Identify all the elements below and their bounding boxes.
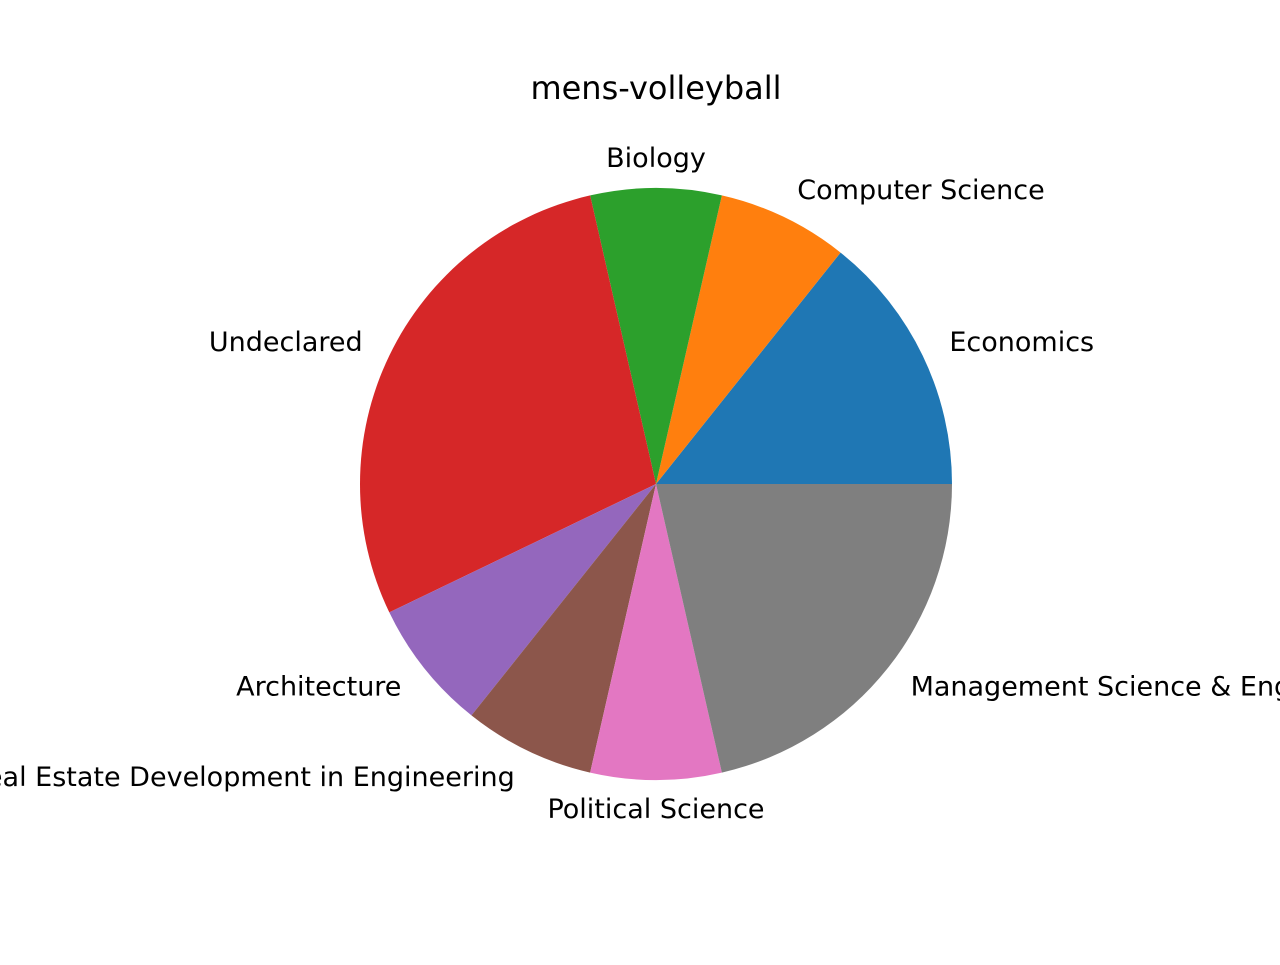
pie-slice-management-science-and-engineering — [656, 484, 952, 773]
pie-label-architecture: Architecture — [236, 672, 401, 703]
pie-slice-real-estate-development-in-engineering — [471, 484, 656, 773]
pie-slice-architecture — [389, 484, 656, 716]
pie-label-management-science-and-engineering: Management Science & Engineering — [911, 672, 1280, 703]
pie-label-political-science: Political Science — [547, 794, 764, 825]
pie-label-undeclared: Undeclared — [209, 327, 363, 358]
pie-slice-computer-science — [656, 195, 841, 485]
pie-slice-political-science — [590, 484, 722, 781]
pie-slices — [359, 188, 952, 781]
pie-labels: Economics Computer Science Biology Undeclar… — [0, 143, 1280, 825]
chart-title: mens-volleyball — [530, 69, 781, 107]
pie-slice-undeclared — [359, 195, 656, 613]
pie-label-economics: Economics — [949, 327, 1094, 358]
pie-slice-economics — [656, 252, 952, 484]
pie-slice-biology — [590, 188, 722, 484]
pie-label-biology: Biology — [606, 143, 706, 174]
pie-label-real-estate-development-in-engineering: Real Estate Development in Engineering — [0, 762, 515, 793]
pie-label-computer-science: Computer Science — [797, 175, 1044, 206]
